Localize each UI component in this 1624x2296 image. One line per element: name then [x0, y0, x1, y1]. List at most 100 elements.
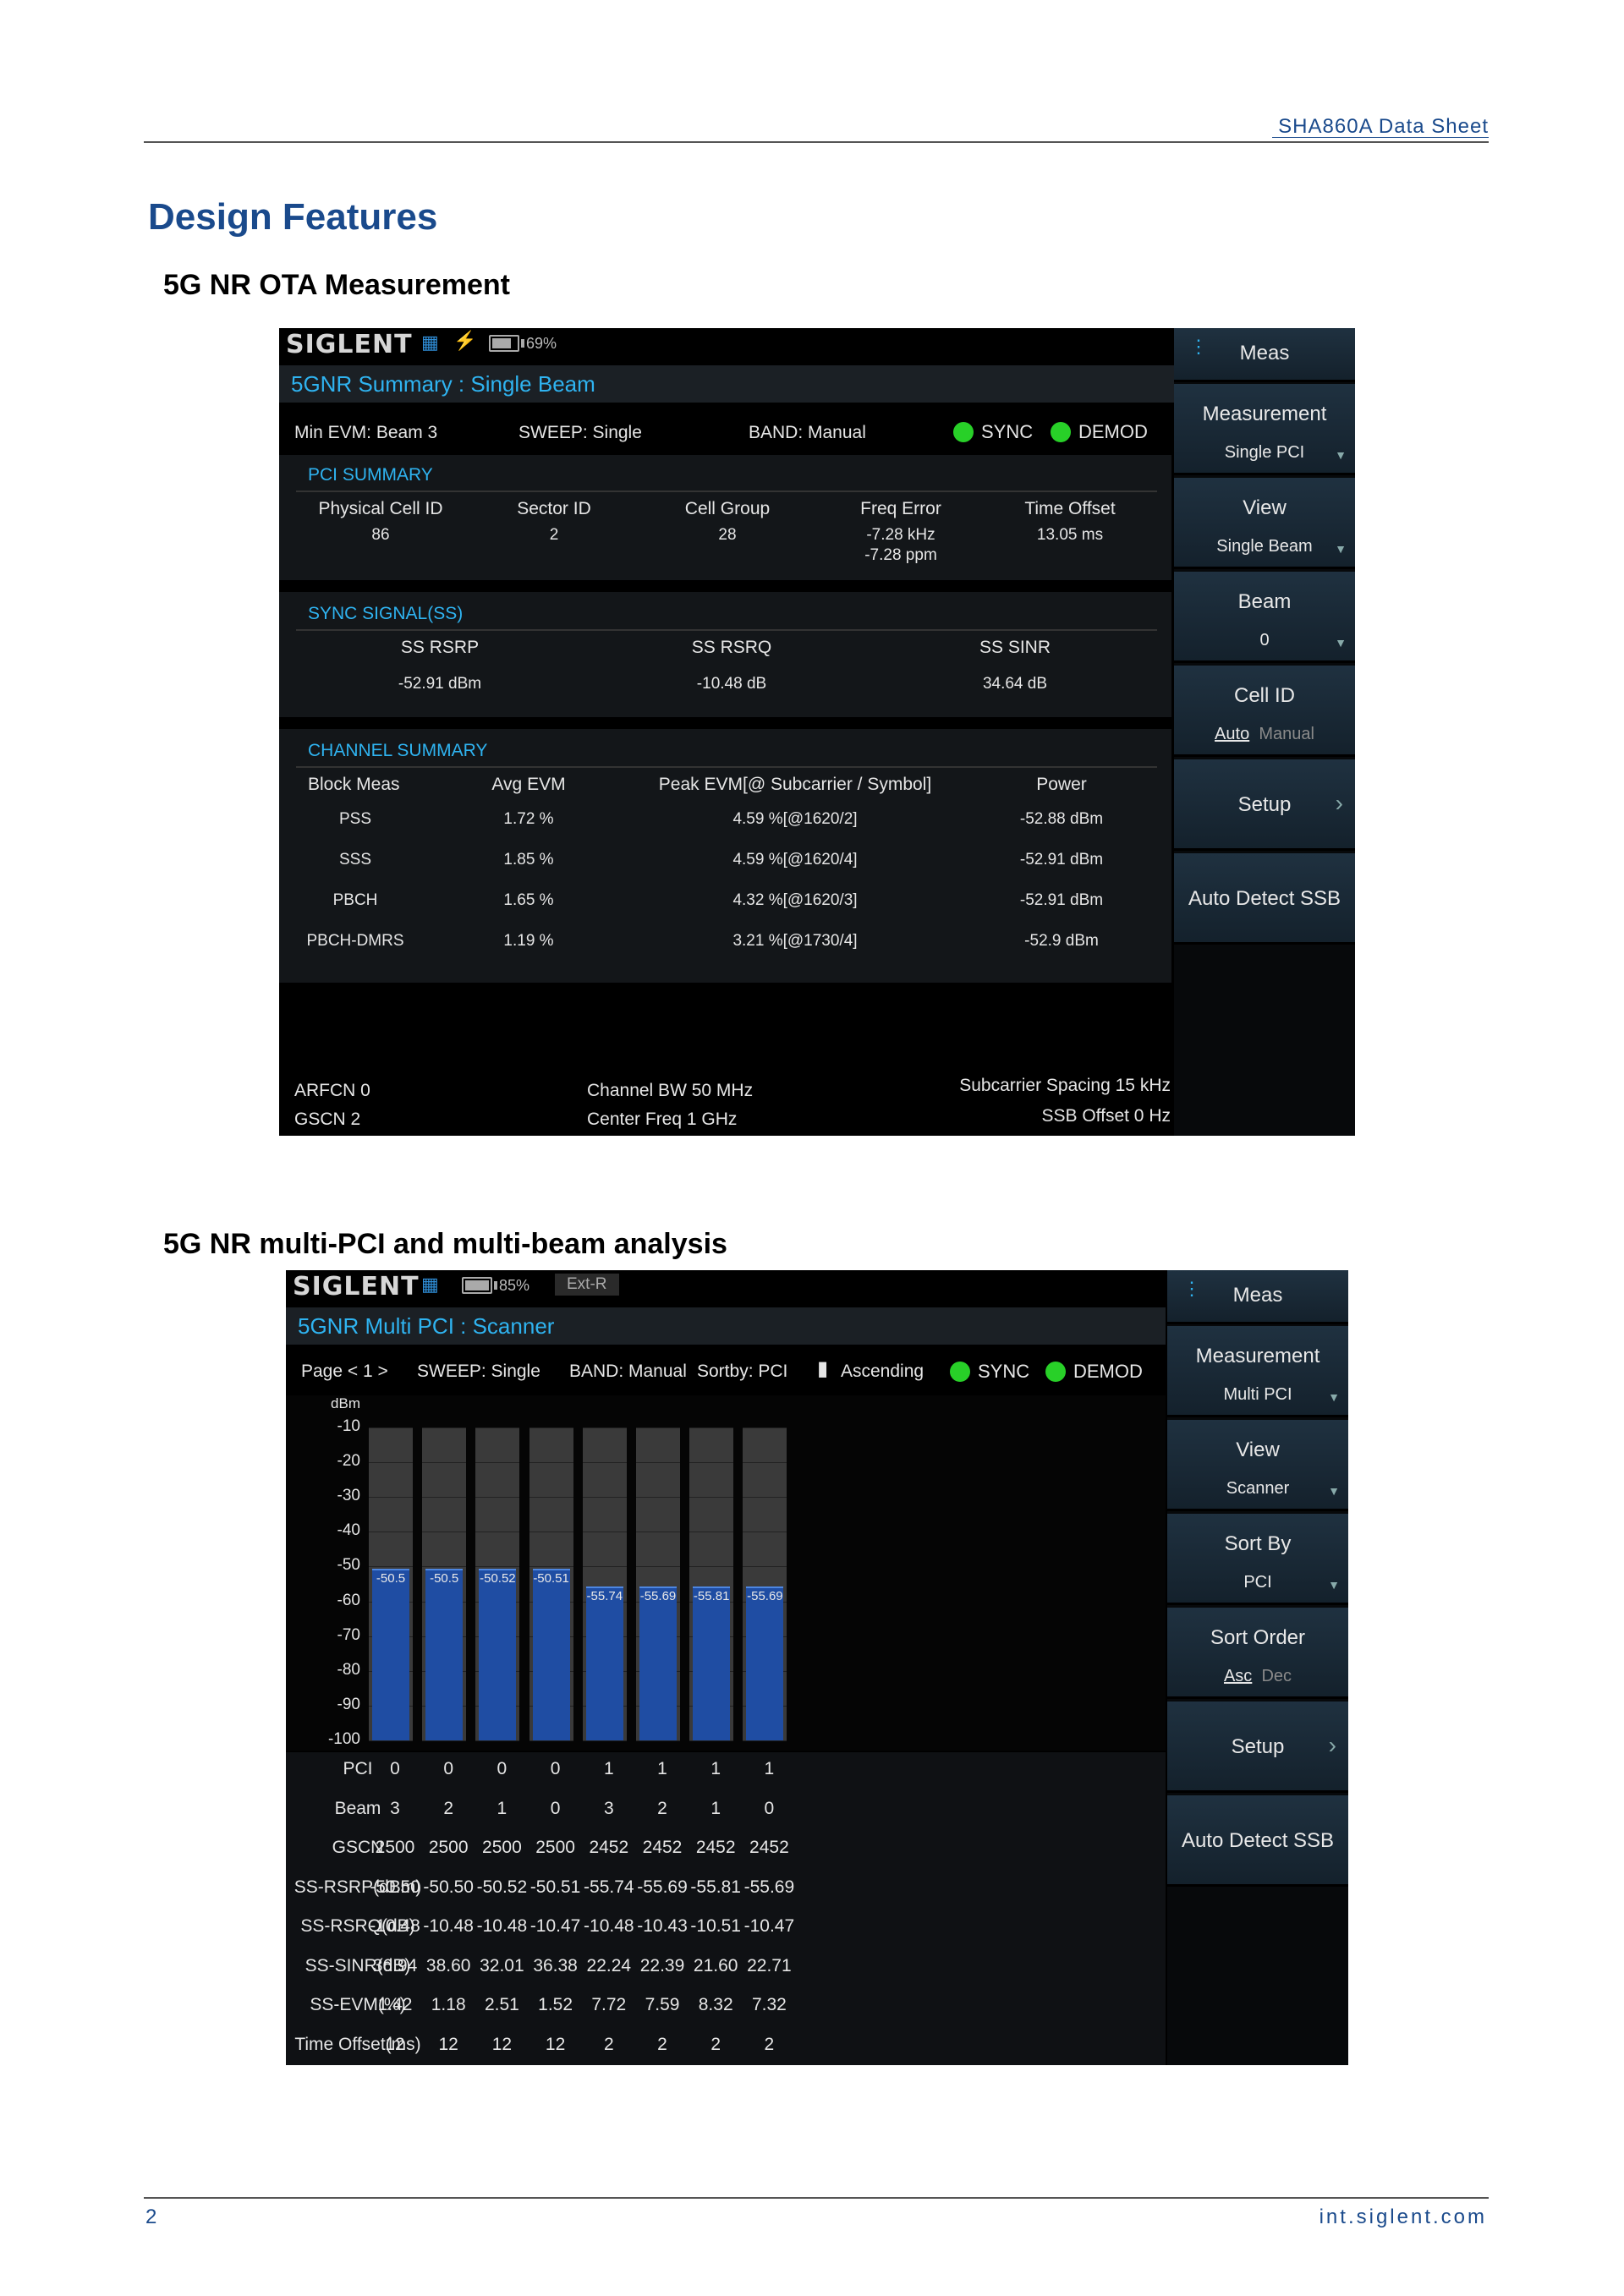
peak-evm: 3.21 %[@1730/4] — [732, 932, 858, 950]
auto-detect-ssb-button[interactable]: Auto Detect SSB — [1174, 853, 1355, 945]
channel-header: Power — [1036, 775, 1087, 794]
table-cell: 3 — [390, 1798, 400, 1818]
pci-value: 2 — [549, 526, 559, 544]
cell-id-auto[interactable]: Auto — [1215, 725, 1250, 743]
table-cell: 0 — [443, 1759, 454, 1778]
sort-asc-option[interactable]: Asc — [1223, 1667, 1253, 1685]
section2-title: 5G NR multi-PCI and multi-beam analysis — [163, 1228, 727, 1260]
table-cell: 2 — [657, 2034, 667, 2054]
table-cell: 0 — [497, 1759, 508, 1778]
grid-line — [422, 1740, 467, 1741]
grid-line — [422, 1462, 467, 1464]
ascending-bars-icon: ▮ — [817, 1357, 829, 1380]
bar — [746, 1586, 784, 1740]
table-cell: 0 — [764, 1798, 775, 1818]
power-plug-icon: ⚡ — [453, 330, 477, 351]
sort-dec-option[interactable]: Dec — [1261, 1667, 1292, 1685]
dropdown-arrow-icon: ▼ — [1335, 636, 1347, 649]
cell-id-button[interactable]: Cell ID Auto Manual — [1174, 666, 1355, 757]
sort-by-button[interactable]: Sort By PCI ▼ — [1167, 1514, 1348, 1605]
siglent-logo: SIGLENT — [293, 1272, 420, 1301]
demod-indicator-icon — [1045, 1362, 1066, 1382]
y-tick-label: -10 — [337, 1417, 360, 1435]
peak-evm: 4.32 %[@1620/3] — [732, 891, 858, 909]
view-button[interactable]: View Scanner ▼ — [1167, 1420, 1348, 1511]
table-cell: 2452 — [589, 1838, 629, 1857]
grid-line — [743, 1740, 787, 1741]
min-evm-status: Min EVM: Beam 3 — [294, 423, 438, 442]
bar — [693, 1586, 731, 1740]
grid-line — [422, 1566, 467, 1568]
screenshot-multi-pci: SIGLENT ▦ 85% Ext-R 5GNR Multi PCI : Sca… — [286, 1270, 1348, 2065]
table-cell: 1.52 — [538, 1995, 573, 2014]
peak-evm: 4.59 %[@1620/2] — [732, 810, 858, 828]
meas-menu-button[interactable]: ⋮ Meas — [1167, 1270, 1348, 1324]
setup-button[interactable]: Setup › — [1167, 1701, 1348, 1793]
gscn-value: GSCN 2 — [294, 1110, 361, 1129]
table-cell: 2 — [657, 1798, 667, 1818]
dropdown-arrow-icon: ▼ — [1335, 542, 1347, 556]
pci-value: 86 — [371, 526, 390, 544]
table-cell: 1 — [710, 1759, 721, 1778]
pci-results-table: PCI 0 0 0 0 1 1 1 1 Beam 3 2 1 0 3 2 1 0 GSCN 2500 2500 2500 2… — [286, 1752, 1166, 2065]
avg-evm: 1.65 % — [503, 891, 554, 909]
table-cell: 12 — [385, 2034, 405, 2054]
ext-ref-badge: Ext-R — [555, 1274, 619, 1296]
table-cell: 22.71 — [747, 1955, 792, 1975]
auto-detect-ssb-button[interactable]: Auto Detect SSB — [1167, 1795, 1348, 1887]
channel-header: Avg EVM — [491, 775, 566, 794]
pci-header: Time Offset — [1024, 499, 1116, 518]
dropdown-arrow-icon: ▼ — [1328, 1484, 1340, 1498]
table-row-label: Beam — [334, 1798, 381, 1818]
channel-header: Block Meas — [308, 775, 400, 794]
network-icon: ▦ — [421, 1274, 439, 1295]
grid-line — [475, 1566, 520, 1568]
bar-value-label: -55.81 — [693, 1589, 730, 1604]
pci-value: -7.28 kHz — [866, 526, 935, 544]
table-cell: 2500 — [535, 1838, 575, 1857]
bar-value-label: -55.69 — [747, 1588, 783, 1603]
table-cell: -10.47 — [743, 1916, 795, 1936]
sync-indicator-icon — [950, 1362, 970, 1382]
table-cell: -50.51 — [529, 1877, 581, 1897]
channel-header: Peak EVM[@ Subcarrier / Symbol] — [658, 775, 932, 794]
table-cell: -50.52 — [476, 1877, 528, 1897]
bar-value-label: -50.51 — [533, 1570, 569, 1586]
grid-line — [529, 1740, 573, 1741]
grid-line — [475, 1462, 520, 1464]
dropdown-arrow-icon: ▼ — [1335, 448, 1347, 462]
block-name: SSS — [338, 851, 372, 869]
sortby-status: Sortby: PCI — [697, 1362, 788, 1381]
page-selector[interactable]: Page < 1 > — [301, 1362, 388, 1381]
table-cell: -10.48 — [584, 1916, 634, 1936]
dropdown-arrow-icon: ▼ — [1328, 1390, 1340, 1404]
y-axis-unit: dBm — [331, 1395, 360, 1411]
grid-line — [689, 1497, 734, 1499]
grid-line — [475, 1427, 520, 1428]
demod-label: DEMOD — [1078, 421, 1148, 442]
meas-menu-button[interactable]: ⋮ Meas — [1174, 328, 1355, 382]
measurement-button[interactable]: Measurement Single PCI ▼ — [1174, 384, 1355, 475]
bar-value-label: -50.5 — [430, 1570, 459, 1586]
table-cell: 12 — [545, 2034, 566, 2054]
battery-icon — [462, 1277, 492, 1294]
table-cell: 1 — [657, 1759, 667, 1778]
beam-button[interactable]: Beam 0 ▼ — [1174, 572, 1355, 663]
ssb-offset-value: SSB Offset 0 Hz — [1041, 1106, 1171, 1126]
sort-order-button[interactable]: Sort Order Asc Dec — [1167, 1608, 1348, 1699]
cell-id-manual[interactable]: Manual — [1259, 725, 1314, 743]
sync-label: SYNC — [978, 1361, 1030, 1382]
table-cell: -55.69 — [743, 1877, 795, 1897]
pci-header: Physical Cell ID — [318, 499, 443, 518]
block-name: PBCH-DMRS — [306, 932, 404, 950]
view-button[interactable]: View Single Beam ▼ — [1174, 478, 1355, 569]
grid-line — [369, 1740, 413, 1741]
table-cell: 2500 — [428, 1838, 469, 1857]
table-cell: -50.50 — [423, 1877, 474, 1897]
demod-label: DEMOD — [1073, 1361, 1143, 1382]
measurement-button[interactable]: Measurement Multi PCI ▼ — [1167, 1326, 1348, 1417]
grid-line — [689, 1740, 734, 1741]
siglent-logo: SIGLENT — [286, 330, 413, 359]
grid-line — [475, 1497, 520, 1499]
setup-button[interactable]: Setup › — [1174, 759, 1355, 851]
